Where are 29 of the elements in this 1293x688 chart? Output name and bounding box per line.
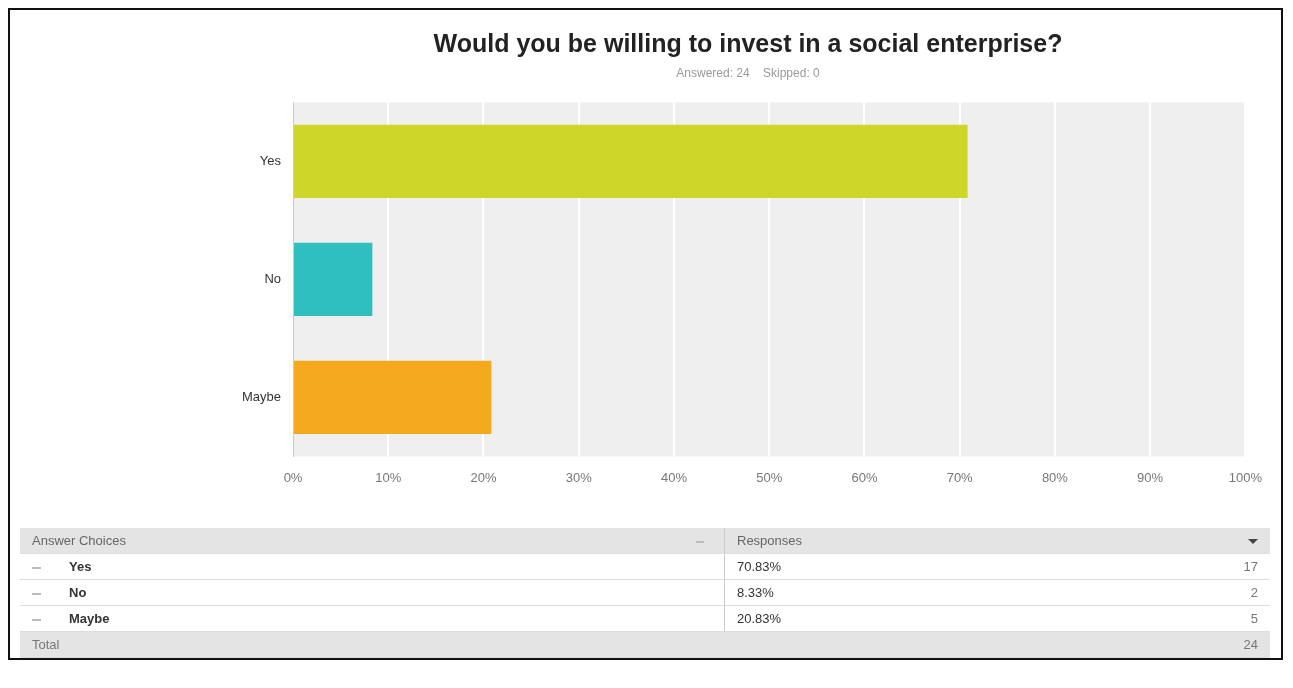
text: Total [20, 631, 725, 658]
text: 2 [1106, 579, 1270, 606]
x-tick-label: 80% [1041, 469, 1069, 485]
category-label: Maybe [69, 611, 110, 626]
x-tick-label: 90% [1137, 469, 1164, 485]
y-tick-label: Maybe [241, 388, 282, 404]
x-tick-label: 60% [851, 469, 878, 485]
x-tick-label: 70% [946, 469, 974, 485]
x-tick-label: 100% [1228, 469, 1263, 485]
y-tick-label: Yes [259, 152, 282, 168]
text: 5 [1106, 605, 1270, 632]
text: 20.83% [737, 611, 782, 626]
text: 24 [1106, 631, 1270, 658]
text: Answer Choices [20, 528, 725, 554]
category-label: Yes [69, 559, 92, 574]
x-tick-label: 40% [660, 469, 688, 485]
x-tick-label: 30% [565, 469, 593, 485]
chart-subtitle: Answered: 24 Skipped: 0 [676, 65, 821, 80]
chart-title: Would you be willing to invest in a social enterprise? [433, 28, 1063, 57]
x-tick-label: 0% [283, 469, 303, 485]
text: 8.33% [737, 585, 774, 600]
x-tick-label: 10% [375, 469, 402, 485]
category-label: No [69, 585, 87, 600]
y-tick-label: No [264, 270, 282, 286]
x-tick-label: 50% [756, 469, 783, 485]
text: 70.83% [737, 559, 782, 574]
x-tick-label: 20% [470, 469, 497, 485]
text: 17 [1106, 553, 1270, 580]
text: Responses [724, 528, 1107, 554]
